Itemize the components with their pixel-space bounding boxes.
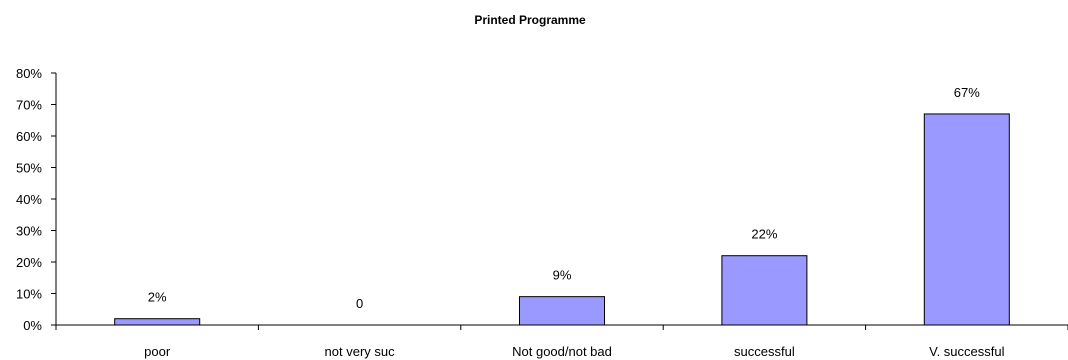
y-tick-label: 80% <box>16 66 42 81</box>
y-tick-label: 60% <box>16 129 42 144</box>
x-tick-label: not very suc <box>325 344 396 359</box>
y-tick-label: 20% <box>16 255 42 270</box>
bar <box>721 255 808 326</box>
bar <box>114 318 201 326</box>
x-tick-label: successful <box>734 344 795 359</box>
y-tick-label: 30% <box>16 224 42 239</box>
y-tick-label: 0% <box>23 318 42 333</box>
x-axis: poor not very suc Not good/not bad successf… <box>55 324 1068 359</box>
y-tick-label: 50% <box>16 161 42 176</box>
y-tick-label: 70% <box>16 98 42 113</box>
data-label: 2% <box>148 290 167 305</box>
x-tick-label: poor <box>144 344 171 359</box>
data-label: 22% <box>751 227 777 242</box>
bar <box>518 296 606 326</box>
y-tick-label: 40% <box>16 192 42 207</box>
chart-title: Printed Programme <box>474 13 586 27</box>
data-labels: 2% 0 9% 22% 67% <box>148 85 980 311</box>
y-tick-label: 10% <box>16 287 42 302</box>
data-label: 0 <box>356 296 363 311</box>
y-axis: 0% 10% 20% 30% 40% 50% 60% 70% 80% <box>16 66 57 333</box>
data-label: 67% <box>954 85 980 100</box>
x-tick-label: Not good/not bad <box>512 344 612 359</box>
bar <box>923 113 1010 326</box>
bars <box>114 113 1010 326</box>
x-tick-label: V. successful <box>929 344 1005 359</box>
data-label: 9% <box>553 268 572 283</box>
